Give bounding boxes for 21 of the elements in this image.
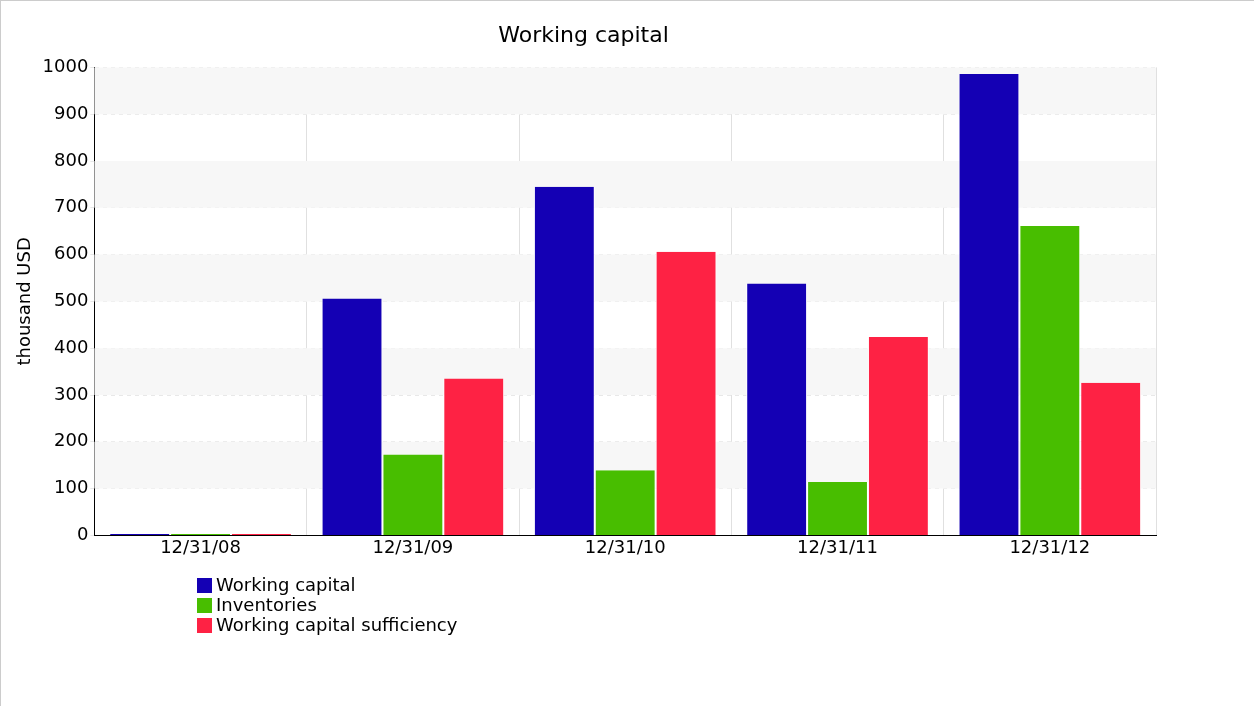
- y-tick-label: 600: [54, 242, 89, 264]
- y-tick-label: 700: [54, 195, 89, 217]
- y-tick-label: 800: [54, 148, 89, 170]
- x-tick-label: 12/31/10: [584, 535, 666, 557]
- y-tick-label: 100: [54, 476, 89, 498]
- y-tick-label: 1000: [42, 55, 89, 77]
- y-tick-label: 900: [54, 101, 89, 123]
- x-tick-label: 12/31/08: [160, 535, 241, 557]
- x-tick-label: 12/31/09: [372, 535, 454, 557]
- legend-label: Working capital sufficiency: [216, 614, 458, 635]
- y-tick-label: 0: [76, 523, 89, 545]
- x-tick-label: 12/31/12: [1009, 535, 1091, 557]
- legend-label: Working capital: [216, 574, 356, 595]
- y-tick-label: 400: [54, 335, 89, 357]
- legend-label: Inventories: [216, 594, 317, 615]
- x-tick-label: 12/31/11: [797, 535, 878, 557]
- y-tick-label: 500: [54, 289, 89, 311]
- y-tick-label: 200: [54, 429, 89, 451]
- y-tick-label: 300: [54, 382, 89, 404]
- chart-title: Working capital: [498, 21, 669, 47]
- y-axis-title: thousand USD: [13, 237, 35, 366]
